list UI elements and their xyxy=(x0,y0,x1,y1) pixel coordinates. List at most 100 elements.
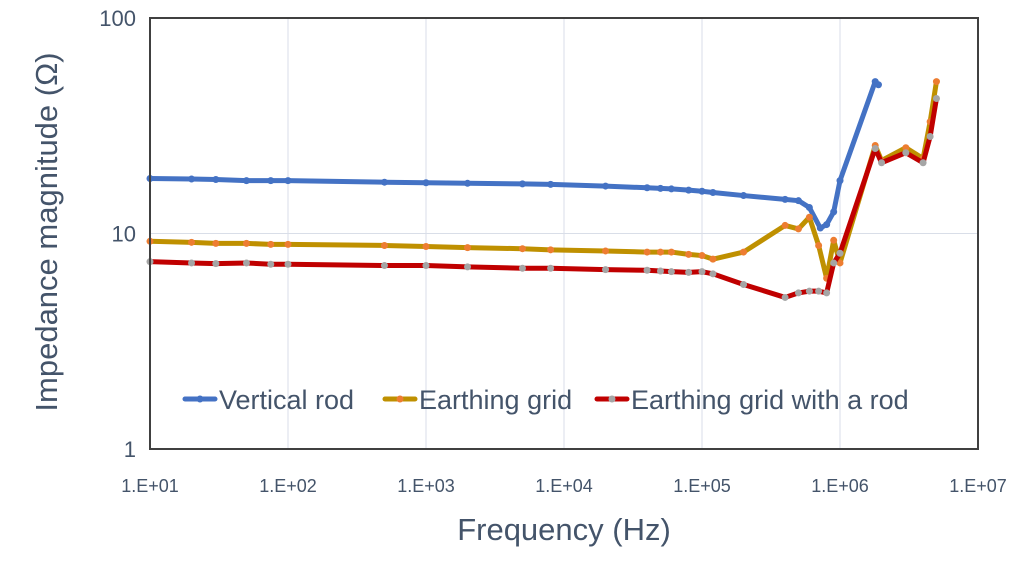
data-point xyxy=(805,287,813,295)
data-point xyxy=(794,225,802,233)
data-point xyxy=(794,289,802,297)
x-tick-label: 1.E+04 xyxy=(535,476,593,496)
data-point xyxy=(547,180,555,188)
y-tick-label: 10 xyxy=(112,222,136,247)
series-earthing-grid-with-a-rod xyxy=(146,95,940,301)
legend-label: Earthing grid with a rod xyxy=(631,385,909,415)
data-point xyxy=(656,184,664,192)
data-point xyxy=(212,260,220,268)
series-vertical-rod xyxy=(146,78,882,232)
legend-marker xyxy=(396,395,404,403)
data-point xyxy=(874,81,882,89)
x-tick-label: 1.E+02 xyxy=(259,476,317,496)
data-point xyxy=(878,159,886,167)
data-point xyxy=(830,236,838,244)
legend-marker xyxy=(196,395,204,403)
data-point xyxy=(212,239,220,247)
x-tick-label: 1.E+07 xyxy=(949,476,1007,496)
legend: Vertical rod Earthing grid Earthing grid w… xyxy=(182,385,909,415)
data-point xyxy=(805,213,813,221)
data-point xyxy=(242,259,250,267)
data-point xyxy=(464,179,472,187)
data-point xyxy=(836,177,844,185)
data-point xyxy=(667,268,675,276)
x-tick-label: 1.E+01 xyxy=(121,476,179,496)
data-point xyxy=(871,144,879,152)
data-point xyxy=(740,280,748,288)
data-point xyxy=(667,185,675,193)
data-point xyxy=(547,264,555,272)
data-point xyxy=(830,208,838,216)
data-point xyxy=(267,177,275,185)
data-point xyxy=(709,270,717,278)
data-point xyxy=(919,159,927,167)
data-point xyxy=(284,240,292,248)
y-tick-labels: 1 10 100 xyxy=(99,6,136,462)
data-point xyxy=(242,177,250,185)
data-point xyxy=(242,239,250,247)
data-point xyxy=(422,243,430,251)
plot-area-border xyxy=(149,17,979,450)
data-point xyxy=(836,249,844,257)
data-point xyxy=(518,245,526,253)
x-tick-label: 1.E+06 xyxy=(811,476,869,496)
data-point xyxy=(685,268,693,276)
series-group xyxy=(146,78,940,301)
data-point xyxy=(836,259,844,267)
data-point xyxy=(602,247,610,255)
data-point xyxy=(685,250,693,258)
data-point xyxy=(902,149,910,157)
data-point xyxy=(823,289,831,297)
data-point xyxy=(709,255,717,263)
x-tick-labels: 1.E+01 1.E+02 1.E+03 1.E+04 1.E+05 1.E+06 1.E+… xyxy=(121,476,1007,496)
x-tick-label: 1.E+05 xyxy=(673,476,731,496)
data-point xyxy=(667,248,675,256)
data-point xyxy=(781,195,789,203)
data-point xyxy=(823,221,831,229)
data-point xyxy=(267,240,275,248)
series-line xyxy=(147,79,881,231)
data-point xyxy=(830,259,838,267)
data-point xyxy=(816,224,824,232)
data-point xyxy=(926,132,934,140)
data-point xyxy=(698,187,706,195)
data-point xyxy=(188,238,196,246)
x-tick-label: 1.E+03 xyxy=(397,476,455,496)
data-point xyxy=(698,252,706,260)
data-point xyxy=(188,175,196,183)
data-point xyxy=(188,259,196,267)
y-axis-label: Impedance magnitude (Ω) xyxy=(29,52,64,411)
data-point xyxy=(794,197,802,205)
series-line xyxy=(147,96,939,300)
data-point xyxy=(643,184,651,192)
data-point xyxy=(284,177,292,185)
legend-label: Earthing grid xyxy=(419,385,572,415)
data-point xyxy=(380,178,388,186)
legend-item: Vertical rod xyxy=(182,385,354,415)
data-point xyxy=(805,204,813,212)
data-point xyxy=(815,287,823,295)
data-point xyxy=(781,221,789,229)
data-point xyxy=(422,262,430,270)
data-point xyxy=(518,180,526,188)
data-point xyxy=(709,188,717,196)
data-point xyxy=(698,268,706,276)
data-point xyxy=(740,248,748,256)
y-tick-label: 100 xyxy=(99,6,136,31)
data-point xyxy=(547,246,555,254)
data-point xyxy=(656,248,664,256)
data-point xyxy=(464,263,472,271)
data-point xyxy=(656,267,664,275)
legend-label: Vertical rod xyxy=(219,385,354,415)
data-point xyxy=(932,78,940,86)
legend-item: Earthing grid with a rod xyxy=(594,385,909,415)
data-point xyxy=(602,266,610,274)
data-point xyxy=(932,95,940,103)
data-point xyxy=(781,293,789,301)
data-point xyxy=(380,262,388,270)
data-point xyxy=(284,260,292,268)
y-tick-label: 1 xyxy=(124,437,136,462)
legend-marker xyxy=(608,395,616,403)
data-point xyxy=(267,260,275,268)
